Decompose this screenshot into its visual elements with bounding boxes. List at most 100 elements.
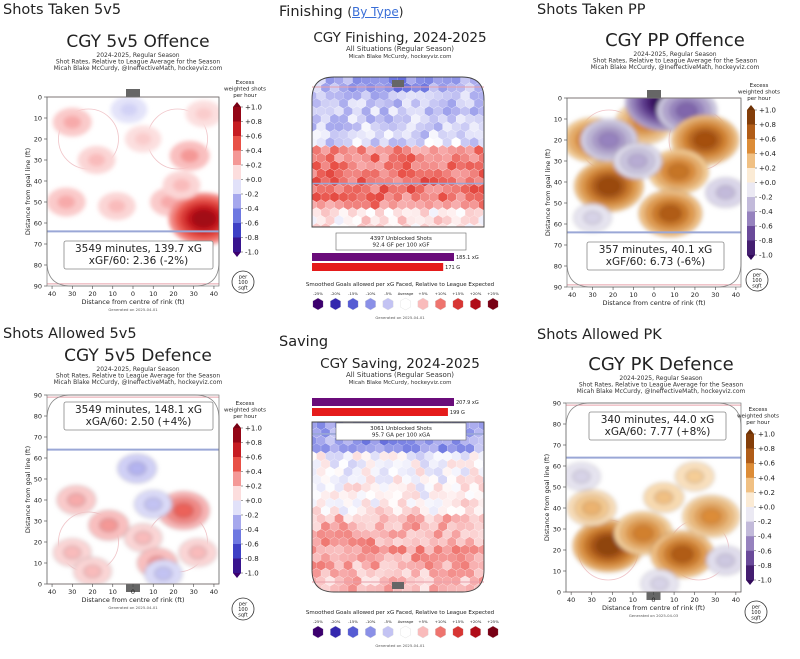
hex-cell [442,90,452,101]
hex-cell [406,215,416,226]
x-tick-label: 30 [711,596,719,604]
hex-cell [361,482,371,493]
hex-cell [406,560,416,571]
colorbar-segment [747,197,755,212]
hex-cell [343,513,353,524]
hex-cell [334,152,344,164]
hex-cell [474,536,483,548]
hex-cell [478,466,484,477]
hex-cell [465,113,474,125]
hex-cell [488,560,497,570]
hex-cell [474,427,483,438]
heat-blob [108,199,126,213]
colorbar-tick-label: +0.8 [758,445,775,453]
stats-box [63,401,214,431]
hex-cell [312,474,321,485]
hex-cell [370,90,380,101]
hex-cell [478,529,484,540]
hex-cell [451,544,461,555]
hex-cell [330,207,339,218]
hex-cell [442,466,452,477]
hex-cell [379,106,389,117]
hex-cell [321,98,330,109]
hex-cell [357,145,366,156]
hex-cell [375,443,384,454]
hex-cell [478,168,484,179]
hex-cell [348,521,357,532]
heat-blob [134,531,153,545]
blob-layer [566,461,741,592]
shots-box [335,422,467,441]
hex-cell [424,591,434,592]
hex-cell [330,521,339,532]
hex-cell [420,98,429,109]
hex-cell [339,536,348,548]
colorbar-title: weighted shots [224,87,266,93]
hex-cell [402,129,411,140]
legend-hex [435,625,446,639]
hex-cell [334,544,344,555]
colorbar-tick-label: +0.0 [759,179,776,187]
hex-cell [402,458,411,470]
hex-cell [429,443,438,454]
hex-cell [488,200,497,210]
legend-hex [382,625,394,639]
hex-cell [433,575,443,587]
hex-cell [334,137,344,148]
hex-cell [384,568,393,579]
shots-box-line: 95.7 GA per 100 xGA [372,433,430,439]
legend-label: +15% [452,291,464,296]
heat-blob [596,177,622,196]
hex-cell [375,82,384,93]
hex-cell [361,560,371,571]
colorbar-segment [746,521,754,537]
hex-cell [402,536,411,548]
colorbar-tick-label: +0.2 [245,162,262,170]
hex-cell [375,191,384,203]
legend-label: -10% [366,619,376,624]
shots-box [335,232,467,251]
hex-cell [379,466,389,477]
hex-cell [370,560,380,571]
stats-line: 3549 minutes, 139.7 xG [75,243,202,255]
hex-cell [415,482,425,493]
hex-cell [424,152,434,164]
hex-cell [325,591,335,592]
hex-cell [474,223,483,227]
hex-cell [465,145,474,156]
y-tick-label: 30 [34,157,42,165]
y-tick-label: 40 [553,505,561,513]
hex-cell [312,113,321,125]
unit-circle-label: sqft [752,284,761,290]
hex-cell [456,160,465,171]
legend-label: -5% [384,619,392,624]
x-axis-label: Distance from centre of rink (ft) [81,298,184,306]
rink-boards [311,421,485,593]
hex-cell [442,215,452,226]
colorbar-segment [747,153,755,169]
by-type-link[interactable]: By Type [352,5,399,19]
unit-circle-label: 100 [752,278,762,284]
hex-cell [460,513,470,524]
hex-cell [451,466,461,477]
hex-cell [429,207,438,218]
hex-cell [438,160,447,171]
hex-cell [366,145,375,156]
hex-cell [469,560,479,571]
hex-cell [420,474,429,485]
colorbar-segment [747,124,755,140]
hex-cell [325,435,335,446]
hex-cell [415,121,425,132]
section-title-saving: Saving [279,334,329,350]
chart-title: CGY 5v5 Defence [64,346,212,366]
hex-cell [316,497,326,509]
hex-cell [469,137,479,148]
hex-cell [456,207,465,218]
hex-cell [492,176,501,186]
y-tick-label: 20 [34,136,42,144]
hex-cell [447,505,456,516]
heat-blob [675,102,698,119]
hex-cell [393,568,402,579]
colorbar-tick-label: -0.8 [245,234,259,242]
